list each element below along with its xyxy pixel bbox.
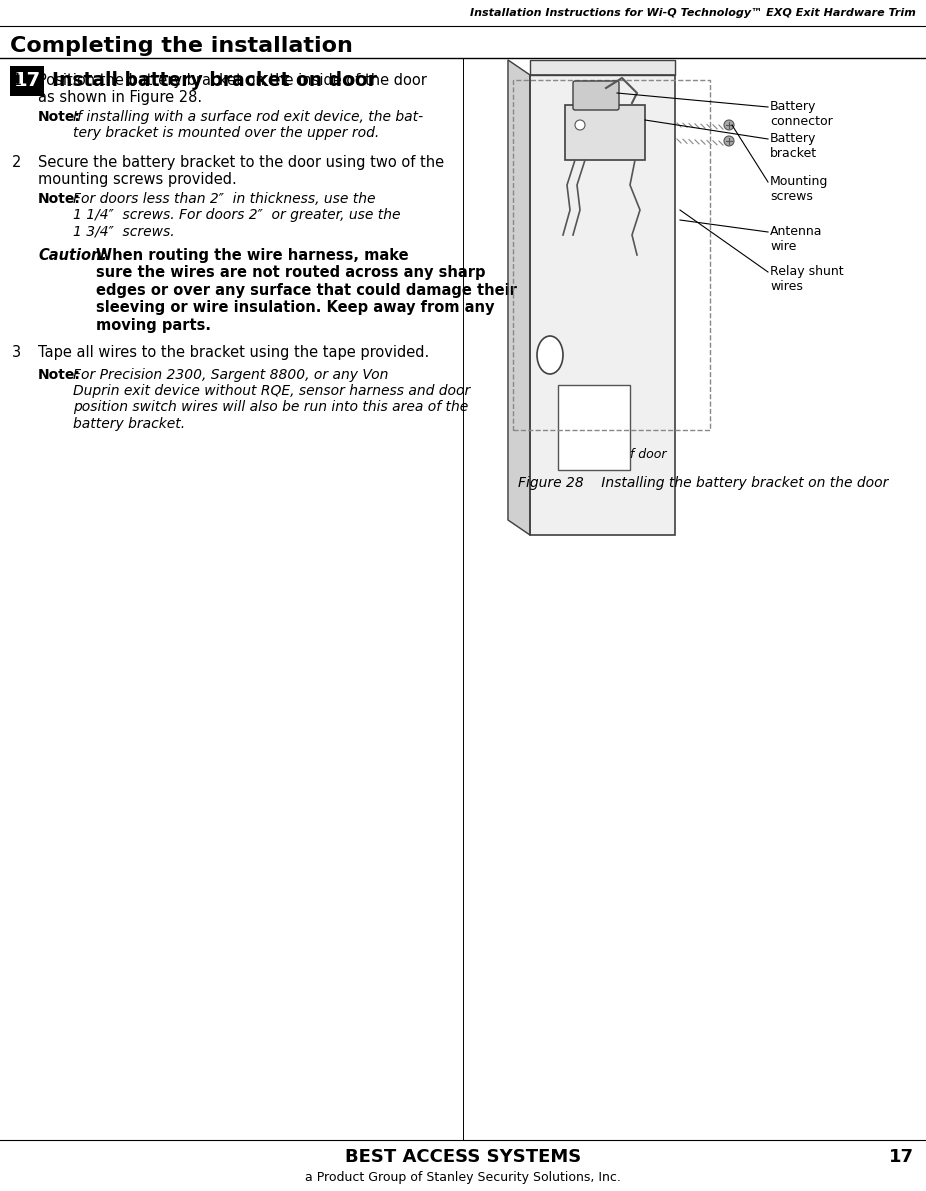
Bar <box>513 80 710 430</box>
Text: Note:: Note: <box>38 368 81 382</box>
Text: Battery
bracket: Battery bracket <box>770 132 817 160</box>
Text: For doors less than 2″  in thickness, use the
1 1/4″  screws. For doors 2″  or g: For doors less than 2″ in thickness, use… <box>73 192 401 238</box>
Text: 17: 17 <box>889 1148 914 1166</box>
Text: 1: 1 <box>12 73 21 88</box>
Ellipse shape <box>537 336 563 374</box>
Text: Note:: Note: <box>38 110 81 124</box>
Polygon shape <box>530 60 675 75</box>
Text: Completing the installation: Completing the installation <box>10 36 353 56</box>
Circle shape <box>575 120 585 130</box>
Text: Position the battery bracket on the inside of the door
as shown in Figure 28.: Position the battery bracket on the insi… <box>38 73 427 105</box>
Text: Mounting
screws: Mounting screws <box>770 175 829 202</box>
Text: For Precision 2300, Sargent 8800, or any Von
Duprin exit device without RQE, sen: For Precision 2300, Sargent 8800, or any… <box>73 368 470 431</box>
FancyBboxPatch shape <box>558 385 630 470</box>
Text: Secure the battery bracket to the door using two of the
mounting screws provided: Secure the battery bracket to the door u… <box>38 155 444 187</box>
Text: BEST ACCESS SYSTEMS: BEST ACCESS SYSTEMS <box>344 1148 582 1166</box>
Circle shape <box>724 120 734 130</box>
Text: When routing the wire harness, make
sure the wires are not routed across any sha: When routing the wire harness, make sure… <box>96 248 517 332</box>
Text: Figure 28    Installing the battery bracket on the door: Figure 28 Installing the battery bracket… <box>518 476 888 490</box>
Circle shape <box>724 136 734 146</box>
Text: Relay shunt
wires: Relay shunt wires <box>770 266 844 293</box>
Text: 17: 17 <box>14 71 41 91</box>
Polygon shape <box>508 60 530 535</box>
Text: Installation Instructions for Wi-Q Technology™ EXQ Exit Hardware Trim: Installation Instructions for Wi-Q Techn… <box>470 8 916 18</box>
Text: 2: 2 <box>12 155 21 170</box>
Text: Antenna
wire: Antenna wire <box>770 225 822 252</box>
Bar <box>10 66 44 96</box>
FancyBboxPatch shape <box>565 105 645 160</box>
Text: Install battery bracket on door: Install battery bracket on door <box>52 71 377 91</box>
Text: If installing with a surface rod exit device, the bat-
tery bracket is mounted o: If installing with a surface rod exit de… <box>73 110 423 141</box>
Text: Caution:: Caution: <box>38 248 107 263</box>
Text: a Product Group of Stanley Security Solutions, Inc.: a Product Group of Stanley Security Solu… <box>305 1172 621 1185</box>
Bar <box>530 75 675 535</box>
Text: Inside of door: Inside of door <box>581 448 666 461</box>
Text: Tape all wires to the bracket using the tape provided.: Tape all wires to the bracket using the … <box>38 345 430 360</box>
FancyBboxPatch shape <box>573 81 619 110</box>
Text: Note:: Note: <box>38 192 81 206</box>
Text: 3: 3 <box>12 345 21 360</box>
Text: Battery
connector: Battery connector <box>770 100 832 127</box>
